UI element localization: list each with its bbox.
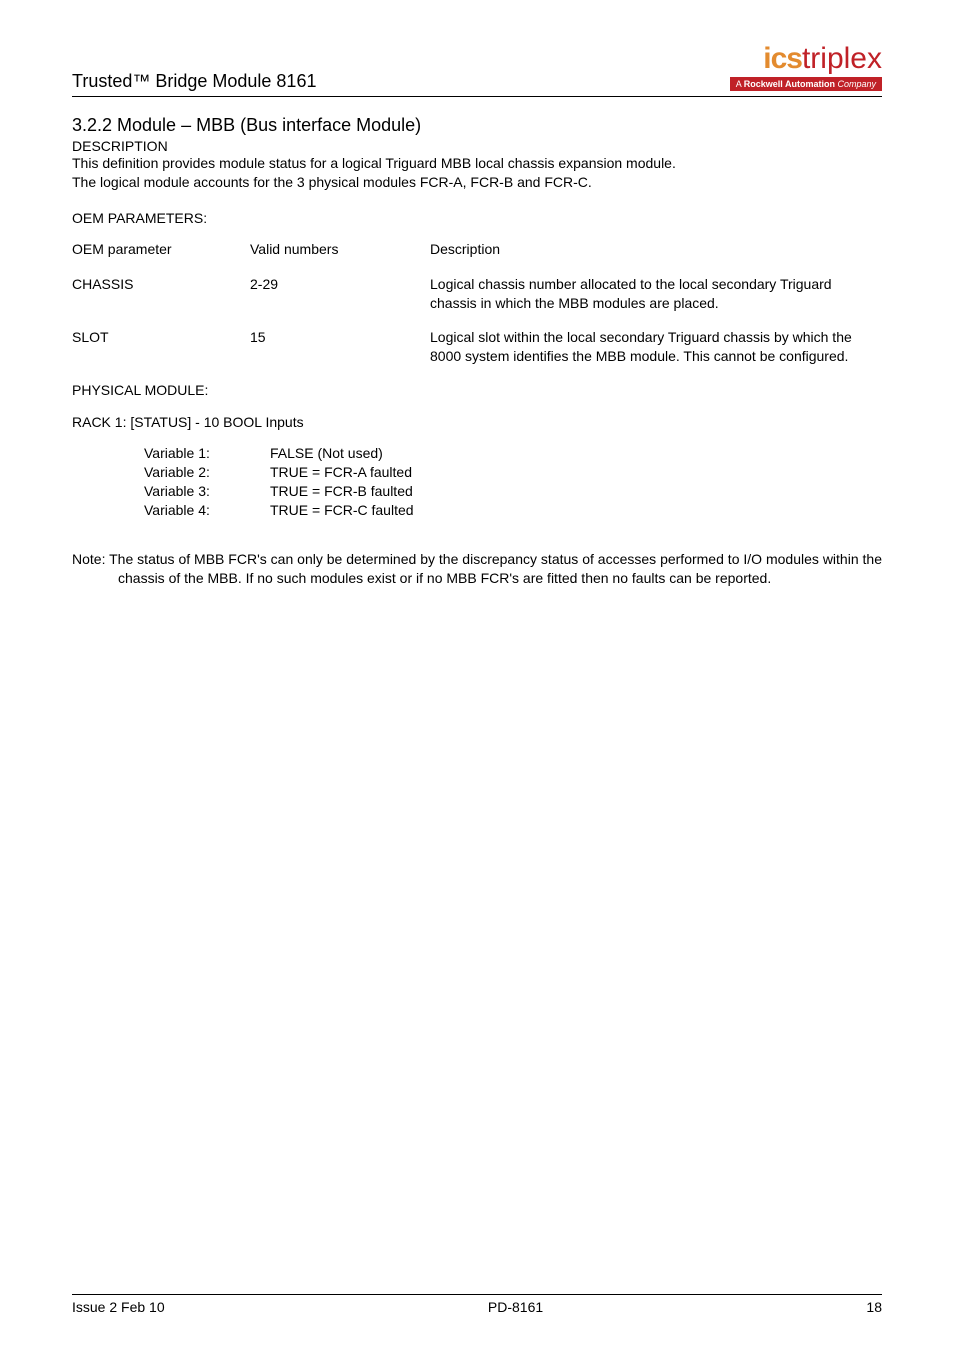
variable-value: TRUE = FCR-B faulted	[270, 482, 413, 501]
logo-subtitle: A Rockwell Automation Company	[730, 77, 882, 91]
variable-block: Variable 1: FALSE (Not used) Variable 2:…	[144, 444, 882, 520]
description-line2: The logical module accounts for the 3 ph…	[72, 173, 882, 192]
page-header: Trusted™ Bridge Module 8161 icstriplex A…	[72, 44, 882, 97]
variable-label: Variable 1:	[144, 444, 270, 463]
footer-left: Issue 2 Feb 10	[72, 1299, 165, 1315]
oem-cell: CHASSIS	[72, 275, 250, 313]
variable-label: Variable 4:	[144, 501, 270, 520]
oem-cell: 15	[250, 328, 430, 366]
oem-col3-header: Description	[430, 240, 882, 259]
oem-col2-header: Valid numbers	[250, 240, 430, 259]
variable-row: Variable 2: TRUE = FCR-A faulted	[144, 463, 882, 482]
logo-sub-bold: Rockwell Automation	[744, 79, 835, 89]
header-title: Trusted™ Bridge Module 8161	[72, 71, 316, 92]
oem-row: SLOT 15 Logical slot within the local se…	[72, 328, 882, 366]
page-footer: Issue 2 Feb 10 PD-8161 18	[72, 1294, 882, 1315]
rack-line: RACK 1: [STATUS] - 10 BOOL Inputs	[72, 414, 882, 430]
oem-cell: 2-29	[250, 275, 430, 313]
footer-center: PD-8161	[488, 1299, 543, 1315]
oem-cell: SLOT	[72, 328, 250, 366]
logo-ics-text: ics	[763, 42, 802, 75]
variable-label: Variable 3:	[144, 482, 270, 501]
oem-cell: Logical slot within the local secondary …	[430, 328, 882, 366]
oem-row: CHASSIS 2-29 Logical chassis number allo…	[72, 275, 882, 313]
section-heading: 3.2.2 Module – MBB (Bus interface Module…	[72, 115, 882, 136]
description-line1: This definition provides module status f…	[72, 154, 882, 173]
logo-main: icstriplex	[730, 44, 882, 74]
variable-value: FALSE (Not used)	[270, 444, 383, 463]
logo-sub-suffix: Company	[835, 79, 876, 89]
variable-value: TRUE = FCR-A faulted	[270, 463, 412, 482]
logo-block: icstriplex A Rockwell Automation Company	[730, 44, 882, 92]
variable-row: Variable 3: TRUE = FCR-B faulted	[144, 482, 882, 501]
note-text: Note: The status of MBB FCR's can only b…	[72, 550, 882, 588]
variable-label: Variable 2:	[144, 463, 270, 482]
oem-col1-header: OEM parameter	[72, 240, 250, 259]
variable-value: TRUE = FCR-C faulted	[270, 501, 414, 520]
note-block: Note: The status of MBB FCR's can only b…	[72, 550, 882, 588]
oem-heading: OEM PARAMETERS:	[72, 210, 882, 226]
variable-row: Variable 4: TRUE = FCR-C faulted	[144, 501, 882, 520]
variable-row: Variable 1: FALSE (Not used)	[144, 444, 882, 463]
oem-cell: Logical chassis number allocated to the …	[430, 275, 882, 313]
footer-right: 18	[866, 1299, 882, 1315]
oem-header-row: OEM parameter Valid numbers Description	[72, 240, 882, 259]
description-heading: DESCRIPTION	[72, 138, 882, 154]
logo-triplex-text: triplex	[802, 42, 882, 75]
physical-module-heading: PHYSICAL MODULE:	[72, 382, 882, 398]
logo-sub-prefix: A	[736, 79, 744, 89]
